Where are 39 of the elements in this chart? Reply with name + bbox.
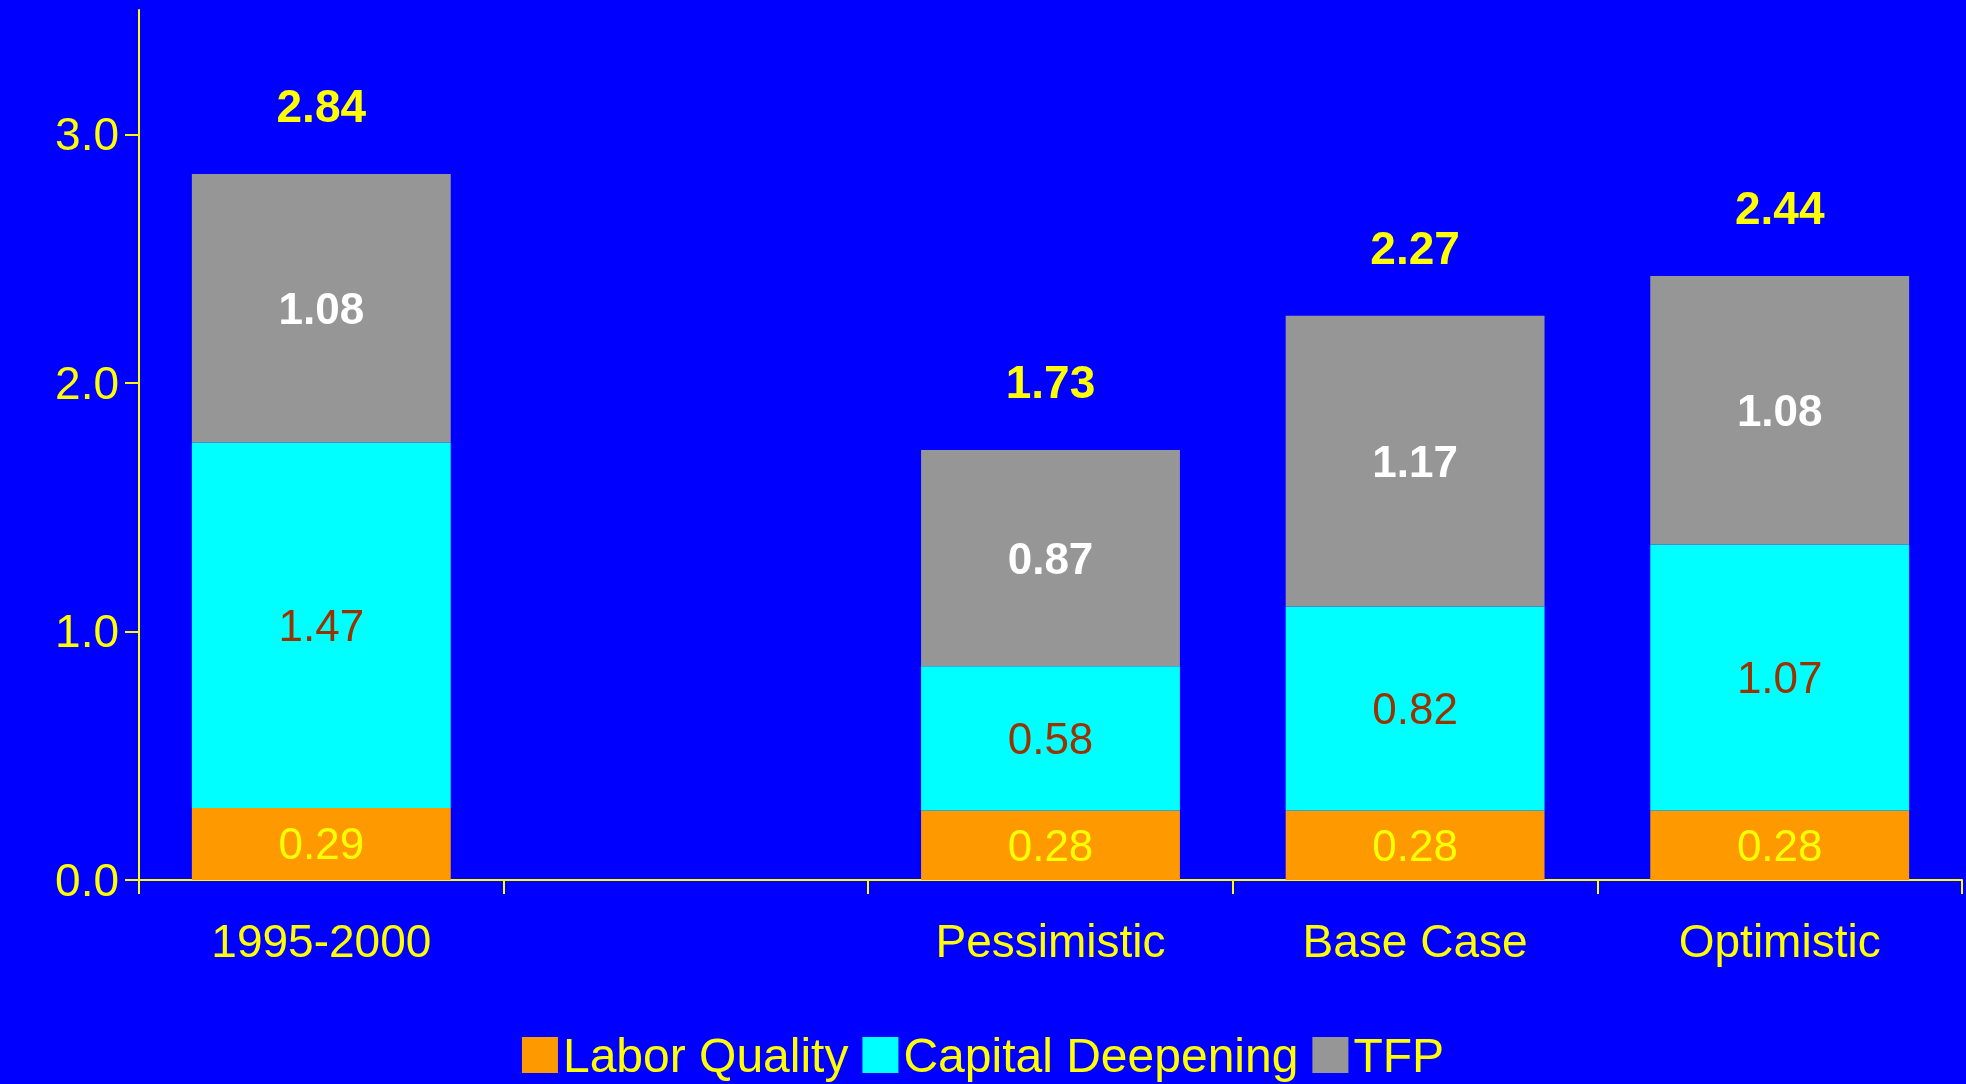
legend-label: TFP bbox=[1353, 1028, 1445, 1082]
bar bbox=[1285, 810, 1545, 880]
data-label: 0.82 bbox=[1372, 683, 1458, 733]
data-label: 0.28 bbox=[1007, 820, 1094, 870]
data-label: 1.47 bbox=[278, 600, 365, 650]
total-label: 2.44 bbox=[1734, 181, 1825, 234]
data-label: 0.87 bbox=[1007, 533, 1094, 583]
bar bbox=[921, 810, 1180, 880]
y-tick-label: 3.0 bbox=[55, 108, 119, 161]
bar bbox=[1650, 544, 1910, 811]
data-label: 0.28 bbox=[1372, 820, 1458, 870]
legend-label: Capital Deepening bbox=[903, 1028, 1299, 1082]
x-tick-label: Optimistic bbox=[1678, 915, 1881, 967]
x-tick-label: Base Case bbox=[1302, 915, 1528, 967]
data-label: 1.07 bbox=[1736, 652, 1823, 702]
total-label: 2.84 bbox=[276, 80, 367, 133]
bar bbox=[921, 666, 1180, 811]
data-label: 0.58 bbox=[1007, 713, 1094, 763]
y-tick-label: 2.0 bbox=[55, 356, 119, 409]
bar bbox=[1650, 275, 1910, 545]
data-label: 1.17 bbox=[1372, 436, 1458, 486]
bar bbox=[921, 449, 1180, 667]
total-label: 2.27 bbox=[1370, 221, 1460, 274]
x-tick-label: 1995-2000 bbox=[211, 915, 432, 967]
data-label: 0.28 bbox=[1736, 820, 1823, 870]
bar bbox=[191, 807, 451, 880]
bar bbox=[1285, 315, 1545, 607]
y-tick-label: 1.0 bbox=[55, 605, 119, 658]
data-label: 1.08 bbox=[1736, 385, 1823, 435]
bar bbox=[191, 442, 451, 808]
x-tick-label: Pessimistic bbox=[935, 915, 1166, 967]
bar bbox=[191, 174, 451, 443]
data-label: 0.29 bbox=[278, 819, 365, 869]
bar bbox=[1650, 810, 1910, 880]
data-label: 1.08 bbox=[278, 283, 365, 333]
y-tick-label: 0.0 bbox=[55, 854, 119, 906]
total-label: 1.73 bbox=[1005, 355, 1096, 408]
legend-label: Labor Quality bbox=[562, 1028, 849, 1082]
bar bbox=[1285, 606, 1545, 811]
